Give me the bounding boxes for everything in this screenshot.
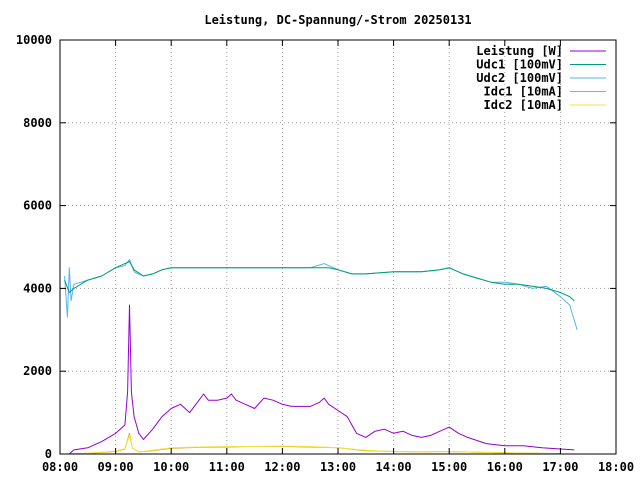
x-tick-label: 10:00: [153, 460, 189, 474]
x-tick-label: 13:00: [320, 460, 356, 474]
x-tick-label: 17:00: [542, 460, 578, 474]
y-tick-label: 4000: [23, 281, 52, 295]
x-tick-label: 09:00: [98, 460, 134, 474]
series-line-2: [64, 261, 575, 302]
legend-label: Idc2 [10mA]: [484, 98, 563, 112]
legend-label: Udc2 [100mV]: [476, 71, 563, 85]
y-tick-label: 8000: [23, 116, 52, 130]
y-tick-label: 2000: [23, 364, 52, 378]
x-tick-label: 14:00: [376, 460, 412, 474]
legend-label: Leistung [W]: [476, 44, 563, 58]
legend-label: Udc1 [100mV]: [476, 58, 563, 72]
x-tick-label: 11:00: [209, 460, 245, 474]
series-layer: [64, 258, 578, 455]
chart-title: Leistung, DC-Spannung/-Strom 20250131: [204, 13, 471, 27]
y-tick-label: 6000: [23, 199, 52, 213]
x-tick-label: 08:00: [42, 460, 78, 474]
axis-ticks: 08:00 09:00 10:00 11:00 12:00 13:00 14:00 15:00…: [16, 33, 634, 474]
y-tick-label: 10000: [16, 33, 52, 47]
series-line-5: [69, 434, 561, 455]
grid: [60, 40, 616, 454]
x-tick-label: 15:00: [431, 460, 467, 474]
legend-label: Idc1 [10mA]: [484, 85, 563, 99]
x-tick-label: 18:00: [598, 460, 634, 474]
x-tick-label: 16:00: [487, 460, 523, 474]
x-tick-label: 12:00: [264, 460, 300, 474]
series-line-1: [68, 304, 575, 455]
y-tick-label: 0: [45, 447, 52, 461]
legend: Leistung [W]Udc1 [100mV]Udc2 [100mV]Idc1…: [476, 44, 606, 112]
